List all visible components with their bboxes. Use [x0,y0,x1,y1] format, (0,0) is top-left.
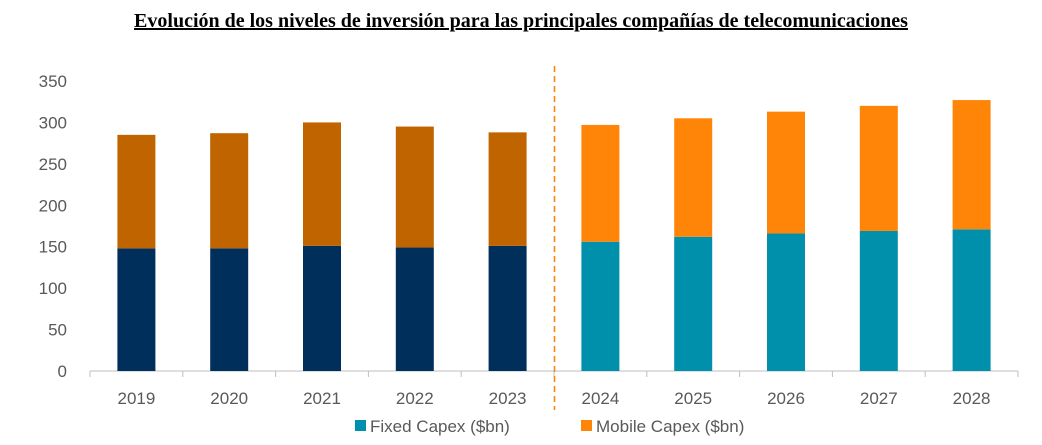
x-tick-label: 2019 [117,389,155,408]
bar-mobile-capex [581,124,620,242]
bar-fixed-capex [303,245,341,371]
bar-mobile-capex [117,134,156,249]
bar-fixed-capex [952,229,991,371]
x-tick-label: 2022 [396,389,434,408]
x-tick-label: 2028 [953,389,991,408]
y-tick-label: 50 [48,321,67,340]
legend-mobile-capex-label: Mobile Capex ($bn) [596,417,744,436]
legend-fixed-capex-swatch [355,420,366,431]
x-tick-label: 2023 [489,389,527,408]
x-tick-label: 2025 [674,389,712,408]
x-tick-label: 2020 [210,389,248,408]
bar-fixed-capex [210,248,249,371]
chart-title: Evolución de los niveles de inversión pa… [134,10,908,32]
x-tick-label: 2024 [581,389,619,408]
x-tick-label: 2021 [303,389,341,408]
bar-mobile-capex [767,111,805,234]
y-tick-label: 300 [39,113,67,132]
legend-fixed-capex-label: Fixed Capex ($bn) [370,417,510,436]
bar-fixed-capex [117,248,156,371]
y-tick-label: 250 [39,155,67,174]
bar-mobile-capex [859,105,898,231]
y-tick-label: 150 [39,238,67,257]
x-tick-label: 2027 [860,389,898,408]
bar-mobile-capex [952,100,991,230]
bar-fixed-capex [674,236,713,371]
bar-mobile-capex [674,118,713,237]
legend-mobile-capex-swatch [581,420,592,431]
bar-mobile-capex [303,122,341,246]
bar-mobile-capex [210,133,249,249]
bar-fixed-capex [581,241,620,371]
x-tick-label: 2026 [767,389,805,408]
bar-fixed-capex [488,245,527,371]
y-tick-label: 0 [58,362,67,381]
y-tick-label: 350 [39,72,67,91]
y-tick-label: 100 [39,279,67,298]
bar-fixed-capex [395,247,434,371]
bar-mobile-capex [395,126,434,248]
y-tick-label: 200 [39,196,67,215]
bar-mobile-capex [488,132,527,246]
bar-fixed-capex [859,230,898,371]
bar-fixed-capex [767,233,805,371]
